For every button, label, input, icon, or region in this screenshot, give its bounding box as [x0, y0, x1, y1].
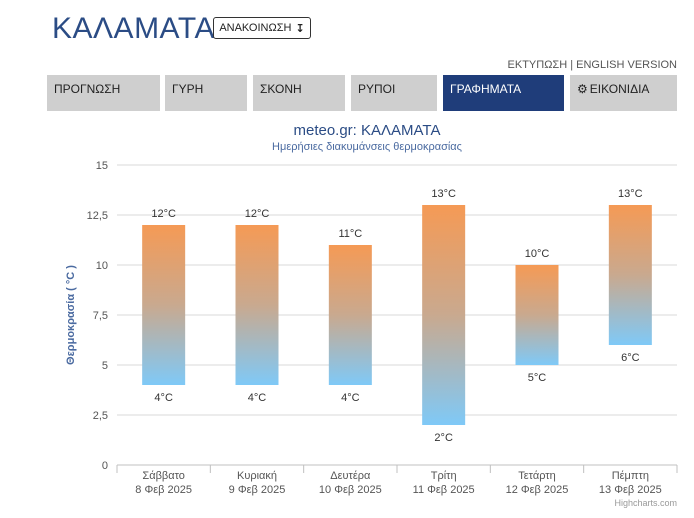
announcement-label: ΑΝΑΚΟΙΝΩΣΗ: [219, 22, 292, 34]
y-tick-label: 0: [102, 460, 108, 472]
tab-label: ΣΚΟΝΗ: [260, 82, 302, 96]
x-tick-day: Τρίτη: [431, 470, 457, 482]
gear-icon: ⚙: [577, 82, 588, 96]
x-tick-day: Σάββατο: [142, 470, 184, 482]
high-temp-label: 13°C: [431, 188, 456, 200]
low-temp-label: 4°C: [248, 392, 267, 404]
x-axis: Σάββατο 8 Φεβ 2025 Κυριακή 9 Φεβ 2025 Δευτέρ…: [116, 465, 678, 496]
tab-forecast[interactable]: ΠΡΟΓΝΩΣΗ: [47, 75, 160, 111]
y-tick-label: 2,5: [93, 410, 108, 422]
low-temp-label: 4°C: [154, 392, 173, 404]
x-tick-date: 11 Φεβ 2025: [413, 484, 475, 496]
temperature-range-bar: [608, 205, 652, 345]
y-axis: 0 2,5 5 7,5 10 12,5 15: [87, 160, 108, 472]
tab-label: ΓΥΡΗ: [172, 82, 204, 96]
temperature-range-bar: [328, 245, 372, 385]
tab-label: ΕΙΚΟΝΙΔΙΑ: [589, 82, 650, 96]
y-axis-title: Θερμοκρασία ( °C ): [65, 265, 77, 365]
y-tick-label: 7,5: [93, 310, 108, 322]
y-tick-label: 12,5: [87, 210, 108, 222]
high-temp-label: 12°C: [245, 208, 270, 220]
tab-graphs[interactable]: ΓΡΑΦΗΜΑΤΑ: [443, 75, 564, 111]
download-arrow-icon: ↧: [295, 22, 305, 35]
data-labels: 12°C 4°C 12°C 4°C 11°C 4°C 13°C 2°C 10°C 5°C 13°C 6…: [151, 188, 642, 444]
x-tick-date: 13 Φεβ 2025: [599, 484, 662, 496]
high-temp-label: 12°C: [151, 208, 176, 220]
temperature-chart: meteo.gr: ΚΑΛΑΜΑΤΑ Ημερήσιες διακυμάνσει…: [65, 122, 678, 496]
tab-pollutants[interactable]: ΡΥΠΟΙ: [351, 75, 437, 111]
tab-label: ΡΥΠΟΙ: [358, 82, 396, 96]
announcement-button[interactable]: ΑΝΑΚΟΙΝΩΣΗ ↧: [213, 17, 311, 39]
top-links: ΕΚΤΥΠΩΣΗ | ENGLISH VERSION: [508, 59, 677, 71]
english-version-link[interactable]: ENGLISH VERSION: [576, 59, 677, 71]
high-temp-label: 11°C: [338, 228, 362, 240]
high-temp-label: 10°C: [525, 248, 550, 260]
x-tick-day: Πέμπτη: [612, 470, 649, 482]
y-tick-label: 15: [96, 160, 108, 172]
chart-subtitle: Ημερήσιες διακυμάνσεις θερμοκρασίας: [272, 141, 462, 153]
tab-pollen[interactable]: ΓΥΡΗ: [165, 75, 247, 111]
tab-icons[interactable]: ⚙ ΕΙΚΟΝΙΔΙΑ: [570, 75, 677, 111]
low-temp-label: 2°C: [434, 432, 453, 444]
tab-bar: ΠΡΟΓΝΩΣΗ ΓΥΡΗ ΣΚΟΝΗ ΡΥΠΟΙ ΓΡΑΦΗΜΑΤΑ ⚙ ΕΙΚ…: [47, 75, 677, 111]
tab-dust[interactable]: ΣΚΟΝΗ: [253, 75, 345, 111]
chart-title: meteo.gr: ΚΑΛΑΜΑΤΑ: [293, 122, 440, 139]
low-temp-label: 6°C: [621, 352, 640, 364]
highcharts-credit[interactable]: Highcharts.com: [614, 498, 677, 508]
x-tick-date: 12 Φεβ 2025: [506, 484, 569, 496]
x-tick-day: Κυριακή: [237, 470, 277, 482]
temperature-range-bar: [235, 225, 279, 385]
x-tick-date: 9 Φεβ 2025: [229, 484, 286, 496]
grid-lines: [117, 164, 677, 466]
high-temp-label: 13°C: [618, 188, 643, 200]
x-tick-day: Τετάρτη: [518, 470, 556, 482]
temperature-range-bar: [422, 205, 466, 425]
tab-label: ΠΡΟΓΝΩΣΗ: [54, 82, 121, 96]
page-title: ΚΑΛΑΜΑΤΑ: [52, 12, 215, 45]
bars: [142, 205, 652, 425]
y-tick-label: 5: [102, 360, 108, 372]
link-separator: |: [570, 59, 574, 71]
x-tick-day: Δευτέρα: [330, 470, 371, 482]
print-link[interactable]: ΕΚΤΥΠΩΣΗ: [507, 59, 568, 71]
x-tick-date: 10 Φεβ 2025: [319, 484, 382, 496]
temperature-range-bar: [515, 265, 559, 365]
temperature-range-bar: [142, 225, 186, 385]
x-tick-date: 8 Φεβ 2025: [135, 484, 192, 496]
low-temp-label: 5°C: [528, 372, 547, 384]
low-temp-label: 4°C: [341, 392, 360, 404]
y-tick-label: 10: [96, 260, 108, 272]
tab-label: ΓΡΑΦΗΜΑΤΑ: [450, 82, 522, 96]
